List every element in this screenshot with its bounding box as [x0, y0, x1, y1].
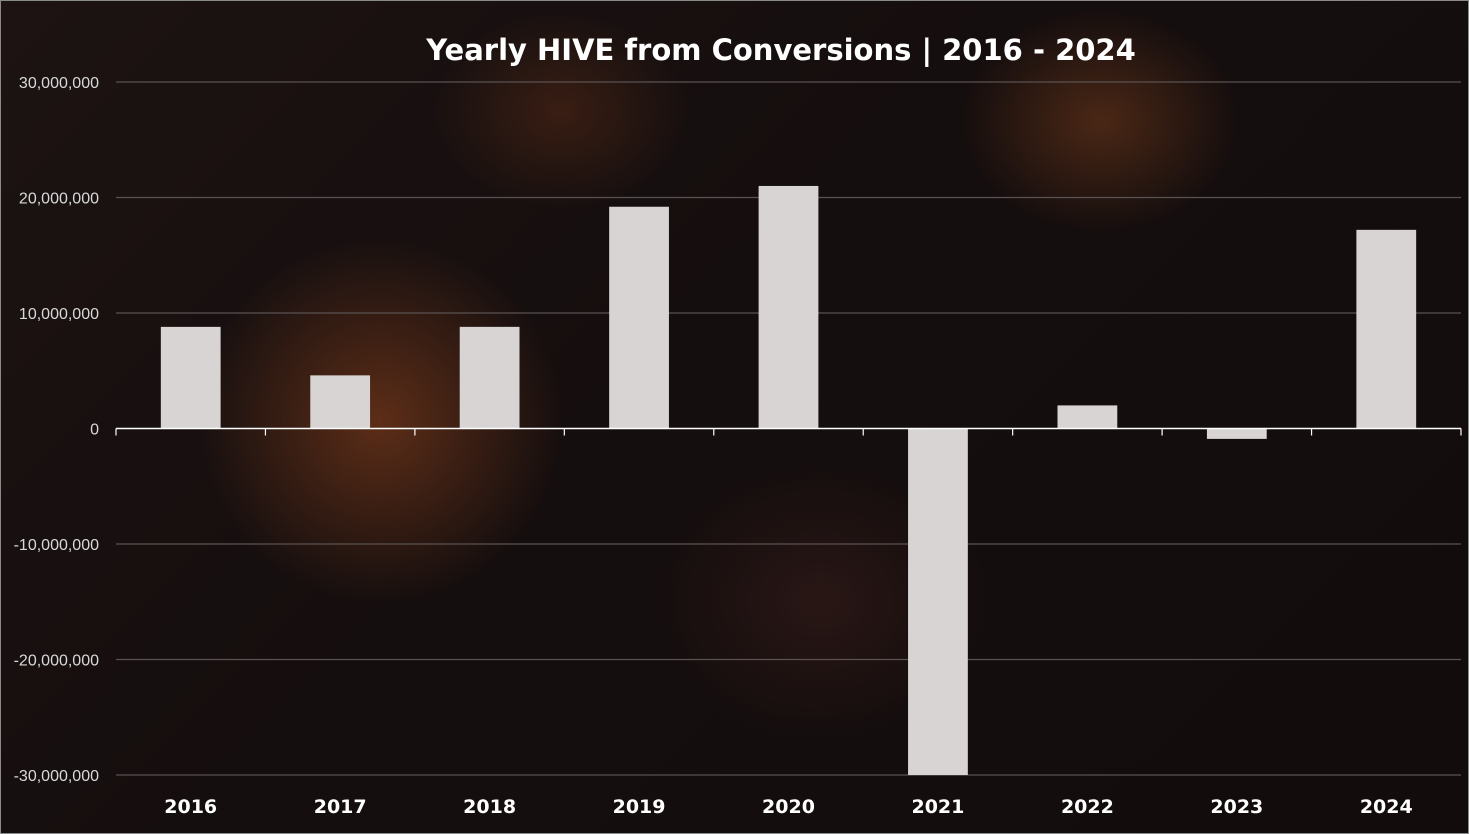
- x-tick-label: 2018: [463, 796, 516, 818]
- x-axis: [115, 427, 1462, 436]
- bar-2019: [609, 206, 669, 429]
- x-axis-tick-labels: 2016 2017 2018 2019 2020 2021 2022 2023 2024: [164, 796, 1412, 818]
- bar-2024: [1356, 229, 1417, 429]
- bar-2023: [1206, 428, 1267, 439]
- y-tick-label: 10,000,000: [19, 306, 99, 323]
- bar-2021: [908, 428, 968, 775]
- y-tick-label: 20,000,000: [19, 191, 99, 208]
- bar-2022: [1057, 405, 1118, 429]
- y-tick-label: -20,000,000: [14, 653, 100, 670]
- x-tick-label: 2023: [1210, 796, 1263, 818]
- bar-2020: [758, 185, 819, 429]
- x-tick-label: 2017: [314, 796, 367, 818]
- x-tick-label: 2021: [911, 796, 964, 818]
- y-tick-label: 0: [90, 422, 99, 439]
- bar-2018: [459, 326, 520, 429]
- y-tick-label: 30,000,000: [19, 75, 99, 92]
- x-tick-label: 2024: [1360, 796, 1413, 818]
- chart-title: Yearly HIVE from Conversions | 2016 - 20…: [425, 33, 1136, 67]
- x-tick-label: 2016: [164, 796, 217, 818]
- x-tick-label: 2019: [613, 796, 666, 818]
- x-tick-label: 2020: [762, 796, 815, 818]
- bar-2017: [310, 375, 371, 429]
- bars: [160, 185, 1417, 775]
- y-tick-label: -10,000,000: [14, 537, 100, 554]
- bar-2016: [160, 326, 221, 429]
- y-axis-tick-labels: 30,000,000 20,000,000 10,000,000 0 -10,000,0…: [14, 75, 100, 785]
- y-tick-label: -30,000,000: [14, 768, 100, 785]
- x-tick-label: 2022: [1061, 796, 1114, 818]
